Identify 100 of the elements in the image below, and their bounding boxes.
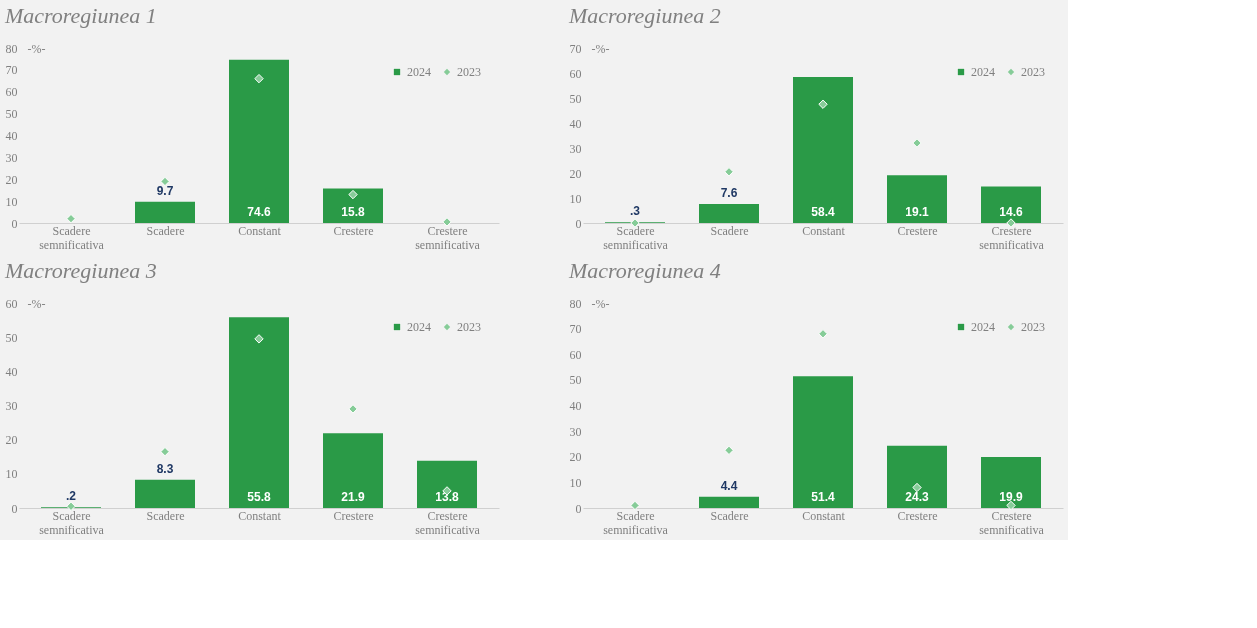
x-tick-label: Crestere semnificativa: [415, 223, 481, 252]
point: [348, 189, 358, 200]
data-label: 9.7: [156, 183, 174, 198]
data-label: 24.3: [905, 490, 929, 504]
chart-title: Macroregiunea 4: [568, 258, 721, 283]
bar: [229, 59, 289, 223]
y-tick-label: 70: [5, 63, 18, 78]
data-label: 19.9: [999, 490, 1023, 504]
y-tick-label: 10: [5, 194, 18, 209]
bar: [981, 457, 1041, 508]
x-tick-label: Scadere: [710, 223, 749, 238]
y-tick-label: 30: [5, 150, 18, 165]
y-tick-label: 40: [569, 399, 582, 413]
x-tick-label: Scadere: [710, 508, 749, 523]
y-tick-label: 70: [569, 322, 582, 337]
data-label: 14.6: [999, 205, 1023, 219]
y-tick-label: 0: [575, 216, 582, 231]
point: [724, 445, 734, 456]
bar: [417, 460, 477, 508]
y-tick-label: 10: [569, 191, 582, 206]
data-label: 19.1: [905, 205, 929, 219]
legend-label: 2023: [457, 320, 481, 334]
y-tick-label: 20: [5, 172, 18, 187]
x-tick-label: Crestere: [333, 508, 374, 523]
legend-label: 2024: [971, 65, 995, 79]
bar: [135, 479, 195, 508]
x-tick-label: Scadere: [146, 223, 185, 238]
chart-title: Macroregiunea 2: [568, 3, 721, 28]
data-label: 7.6: [720, 186, 738, 200]
legend-label: 2024: [407, 320, 431, 334]
y-tick-label: 40: [5, 364, 18, 379]
x-tick-label: Constant: [238, 223, 282, 238]
x-tick-label: Constant: [802, 508, 846, 523]
y-tick-label: 40: [5, 129, 18, 143]
data-label: 15.8: [341, 205, 365, 219]
bar: [793, 77, 853, 223]
y-axis-title: -%-: [591, 41, 610, 56]
x-tick-label: Scadere semnificativa: [39, 223, 105, 252]
y-tick-label: 50: [5, 107, 18, 122]
data-label: .2: [65, 489, 77, 504]
point: [442, 217, 452, 227]
x-tick-label: Crestere: [897, 508, 938, 523]
y-tick-label: 30: [569, 141, 582, 156]
x-tick-label: Scadere: [146, 508, 185, 523]
legend-label: 2023: [457, 65, 481, 79]
point: [254, 334, 264, 344]
bar: [135, 201, 195, 223]
y-tick-label: 50: [569, 91, 582, 106]
x-tick-label: Scadere semnificativa: [603, 223, 669, 252]
x-tick-label: Constant: [238, 508, 282, 523]
point: [724, 167, 734, 177]
y-tick-label: 10: [5, 467, 18, 482]
x-tick-label: Crestere: [897, 223, 938, 238]
y-axis-title: -%-: [27, 296, 46, 311]
point: [1006, 218, 1016, 228]
data-label: 58.4: [811, 205, 835, 219]
data-label: 74.6: [247, 205, 271, 219]
y-tick-label: 60: [5, 85, 18, 100]
y-axis-title: -%-: [27, 41, 46, 56]
bar: [887, 445, 947, 508]
x-tick-label: Crestere semnificativa: [415, 508, 481, 537]
y-tick-label: 60: [5, 296, 18, 311]
y-tick-label: 60: [569, 347, 582, 362]
legend-label: 2023: [1021, 65, 1045, 79]
y-tick-label: 20: [569, 450, 582, 465]
data-label: 21.9: [341, 490, 365, 504]
y-tick-label: 30: [569, 424, 582, 439]
y-tick-label: 80: [5, 41, 18, 56]
y-tick-label: 50: [5, 330, 18, 345]
bar: [793, 376, 853, 508]
bar: [981, 186, 1041, 223]
data-label: 4.4: [720, 478, 738, 493]
y-tick-label: 40: [569, 116, 582, 131]
y-tick-label: 0: [575, 501, 582, 516]
y-tick-label: 70: [569, 41, 582, 56]
data-label: .3: [629, 204, 641, 219]
y-tick-label: 50: [569, 373, 582, 388]
point: [348, 404, 358, 414]
y-tick-label: 30: [5, 399, 18, 413]
y-tick-label: 0: [11, 501, 18, 516]
bar: [229, 317, 289, 508]
legend-label: 2023: [1021, 320, 1045, 334]
y-tick-label: 10: [569, 475, 582, 490]
chart-title: Macroregiunea 3: [4, 258, 157, 283]
x-tick-label: Scadere semnificativa: [39, 508, 105, 537]
y-tick-label: 20: [5, 433, 18, 448]
x-tick-label: Crestere semnificativa: [979, 223, 1045, 252]
x-tick-label: Crestere: [333, 223, 374, 238]
y-axis-title: -%-: [591, 296, 610, 311]
x-tick-label: Scadere semnificativa: [603, 508, 669, 537]
bar: [699, 204, 759, 223]
data-label: 8.3: [156, 461, 174, 476]
data-label: 51.4: [811, 490, 835, 504]
point: [254, 73, 264, 84]
x-tick-label: Constant: [802, 223, 846, 238]
y-tick-label: 60: [569, 66, 582, 81]
x-tick-label: Crestere semnificativa: [979, 508, 1045, 537]
bar: [323, 188, 383, 223]
y-tick-label: 20: [569, 166, 582, 181]
point: [66, 501, 76, 511]
